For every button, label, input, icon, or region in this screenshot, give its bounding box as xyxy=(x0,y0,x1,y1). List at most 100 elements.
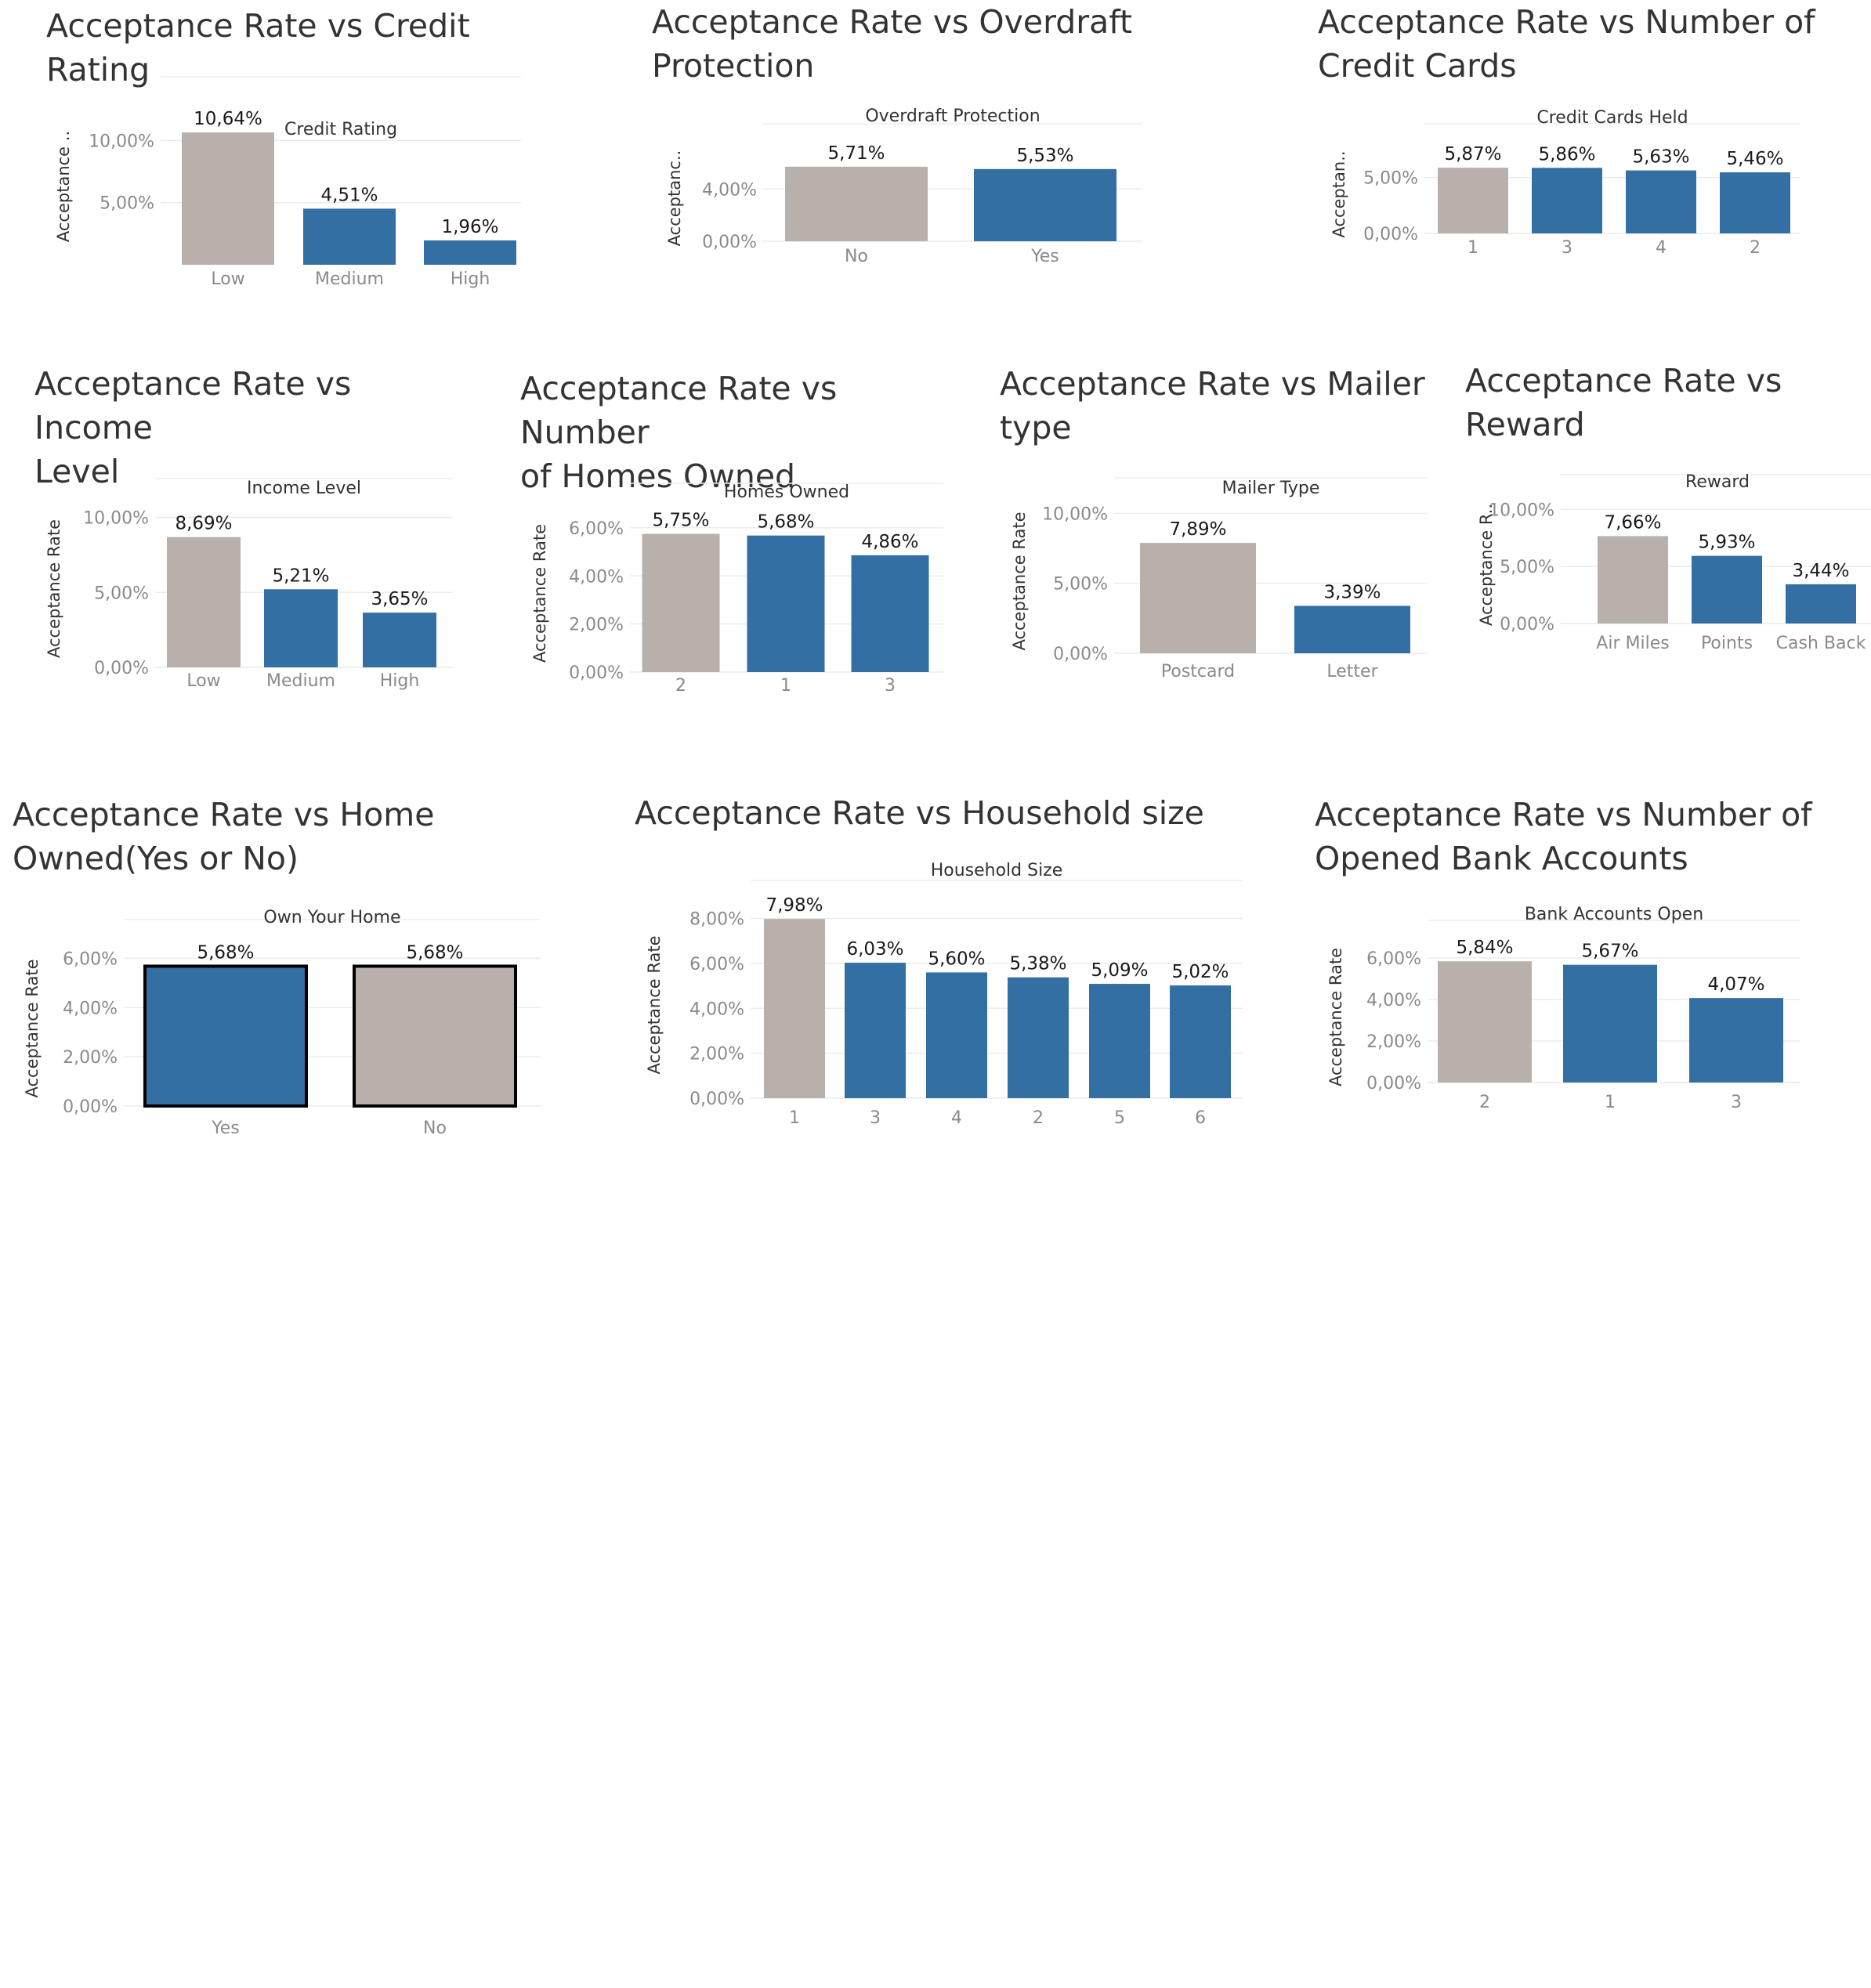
data-label: 3,65% xyxy=(371,589,428,609)
y-axis-label: Acceptance Rate xyxy=(45,519,63,658)
chart-title: Acceptance Rate vs Number of Homes Owned xyxy=(520,370,838,495)
data-label: 5,71% xyxy=(827,143,885,164)
bar-chart-household-size: 0,00% 2,00% 4,00% 6,00% 8,00% Household Size A… xyxy=(645,861,1243,1128)
chart-title: Acceptance Rate vs Number of Opened Bank… xyxy=(1315,796,1812,877)
y-tick-label: 6,00% xyxy=(1366,949,1421,969)
x-tick-label: 1 xyxy=(1467,238,1478,258)
chart-title: Acceptance Rate vs Overdraft Protection xyxy=(652,3,1133,85)
data-label: 5,46% xyxy=(1726,149,1783,169)
y-tick-label: 6,00% xyxy=(63,949,118,969)
y-tick-label: 6,00% xyxy=(569,519,624,539)
y-tick-label: 2,00% xyxy=(1366,1032,1421,1052)
x-axis-header: Overdraft Protection xyxy=(865,107,1040,126)
bar-Yes xyxy=(974,168,1116,241)
data-label: 7,89% xyxy=(1169,519,1226,540)
chart-title: Acceptance Rate vs Reward xyxy=(1465,362,1782,443)
chart-title: Acceptance Rate vs Number of Credit Card… xyxy=(1318,3,1815,85)
bar-No xyxy=(785,166,928,241)
bar-Letter xyxy=(1294,605,1410,653)
bar-Low xyxy=(167,537,241,667)
bar-Air Miles xyxy=(1598,536,1668,624)
bar-Medium xyxy=(264,589,338,667)
chart-panel-home-owned: Acceptance Rate vs Home Owned(Yes or No)… xyxy=(13,793,541,1138)
data-label: 5,09% xyxy=(1091,960,1148,981)
bar-1 xyxy=(764,919,825,1098)
bar-Points xyxy=(1692,555,1762,624)
y-tick-label: 10,00% xyxy=(83,509,149,529)
y-axis-label: Acceptance Rate xyxy=(1010,511,1029,650)
y-axis-label: Acceptance Rate xyxy=(1326,948,1345,1086)
x-tick-label: Low xyxy=(186,671,220,691)
chart-panel-credit-cards: Acceptance Rate vs Number of Credit Card… xyxy=(1318,0,1858,305)
y-tick-label: 0,00% xyxy=(1053,645,1108,664)
x-axis-header: Reward xyxy=(1685,472,1750,492)
bar-chart-reward: 0,00% 5,00% 10,00% Reward Acceptance R.. 7,66… xyxy=(1477,472,1871,653)
y-axis-label: Acceptance Rate xyxy=(645,935,664,1074)
data-label: 5,38% xyxy=(1009,954,1066,974)
y-tick-label: 4,00% xyxy=(569,567,624,587)
y-tick-label: 4,00% xyxy=(1366,991,1421,1010)
x-tick-label: Low xyxy=(211,269,244,289)
y-tick-label: 10,00% xyxy=(1042,504,1108,524)
data-label: 5,93% xyxy=(1698,533,1755,553)
bar-Postcard xyxy=(1140,543,1256,653)
data-label: 5,75% xyxy=(652,511,709,531)
x-tick-label: 5 xyxy=(1114,1108,1125,1128)
x-tick-label: Medium xyxy=(315,269,384,289)
data-label: 5,63% xyxy=(1632,147,1689,168)
y-tick-label: 4,00% xyxy=(63,999,118,1018)
y-tick-label: 2,00% xyxy=(689,1045,744,1064)
bar-3 xyxy=(1689,998,1783,1083)
x-tick-label: 3 xyxy=(1731,1093,1742,1112)
bar-Low xyxy=(182,132,274,265)
x-tick-label: 6 xyxy=(1195,1108,1206,1128)
data-label: 5,68% xyxy=(197,942,254,963)
chart-title: Acceptance Rate vs Credit Rating xyxy=(46,7,470,89)
bar-2 xyxy=(1008,977,1069,1098)
y-axis-label: Acceptance .. xyxy=(54,131,73,242)
chart-title: Acceptance Rate vs Income Level xyxy=(34,365,352,490)
bar-3 xyxy=(1532,168,1602,233)
y-axis-label: Acceptan.. xyxy=(1330,150,1348,237)
bar-chart-income-level: 0,00% 5,00% 10,00% Income Level Acceptance R… xyxy=(45,478,453,691)
y-tick-label: 4,00% xyxy=(689,999,744,1019)
y-axis-label: Acceptanc.. xyxy=(665,150,684,247)
bar-1 xyxy=(747,535,825,672)
x-tick-label: No xyxy=(423,1119,447,1138)
data-label: 5,67% xyxy=(1581,942,1638,962)
chart-title: Acceptance Rate vs Home Owned(Yes or No) xyxy=(13,796,435,877)
y-axis-label: Acceptance Rate xyxy=(530,524,549,663)
x-tick-label: Points xyxy=(1701,634,1753,653)
bar-chart-homes-owned: 0,00% 2,00% 4,00% 6,00% Homes Owned Acceptanc… xyxy=(530,483,943,696)
bar-4 xyxy=(1626,170,1696,233)
bar-1 xyxy=(1563,964,1657,1083)
chart-title: Acceptance Rate vs Household size xyxy=(635,794,1204,832)
data-label: 1,96% xyxy=(441,217,498,237)
x-tick-label: 1 xyxy=(780,676,791,696)
bar-Medium xyxy=(303,208,396,265)
data-label: 5,68% xyxy=(757,512,814,533)
x-axis-header: Household Size xyxy=(931,861,1063,880)
data-label: 4,86% xyxy=(861,532,918,552)
x-axis-header: Bank Accounts Open xyxy=(1525,905,1703,924)
x-tick-label: 2 xyxy=(675,676,686,696)
bar-No xyxy=(353,964,517,1108)
x-tick-label: Cash Back xyxy=(1776,634,1866,653)
y-tick-label: 8,00% xyxy=(689,910,744,930)
data-label: 3,44% xyxy=(1792,561,1849,581)
data-label: 5,87% xyxy=(1444,144,1501,164)
bar-High xyxy=(424,240,516,265)
y-tick-label: 5,00% xyxy=(1363,169,1418,189)
bar-3 xyxy=(851,555,929,672)
bar-Cash Back xyxy=(1786,584,1856,624)
y-tick-label: 0,00% xyxy=(63,1097,118,1117)
chart-panel-homes-owned: Acceptance Rate vs Number of Homes Owned… xyxy=(520,367,959,696)
x-tick-label: 4 xyxy=(951,1108,962,1128)
y-tick-label: 6,00% xyxy=(689,955,744,974)
y-tick-label: 5,00% xyxy=(1053,575,1108,595)
data-label: 5,21% xyxy=(272,566,329,586)
x-axis-header: Own Your Home xyxy=(263,908,400,927)
x-tick-label: 1 xyxy=(789,1108,800,1128)
bar-4 xyxy=(926,972,987,1098)
chart-panel-credit-rating: Acceptance Rate vs Credit Rating 5,00% 10… xyxy=(46,4,521,317)
